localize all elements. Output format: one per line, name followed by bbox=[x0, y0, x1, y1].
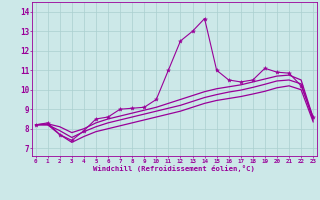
X-axis label: Windchill (Refroidissement éolien,°C): Windchill (Refroidissement éolien,°C) bbox=[93, 165, 255, 172]
